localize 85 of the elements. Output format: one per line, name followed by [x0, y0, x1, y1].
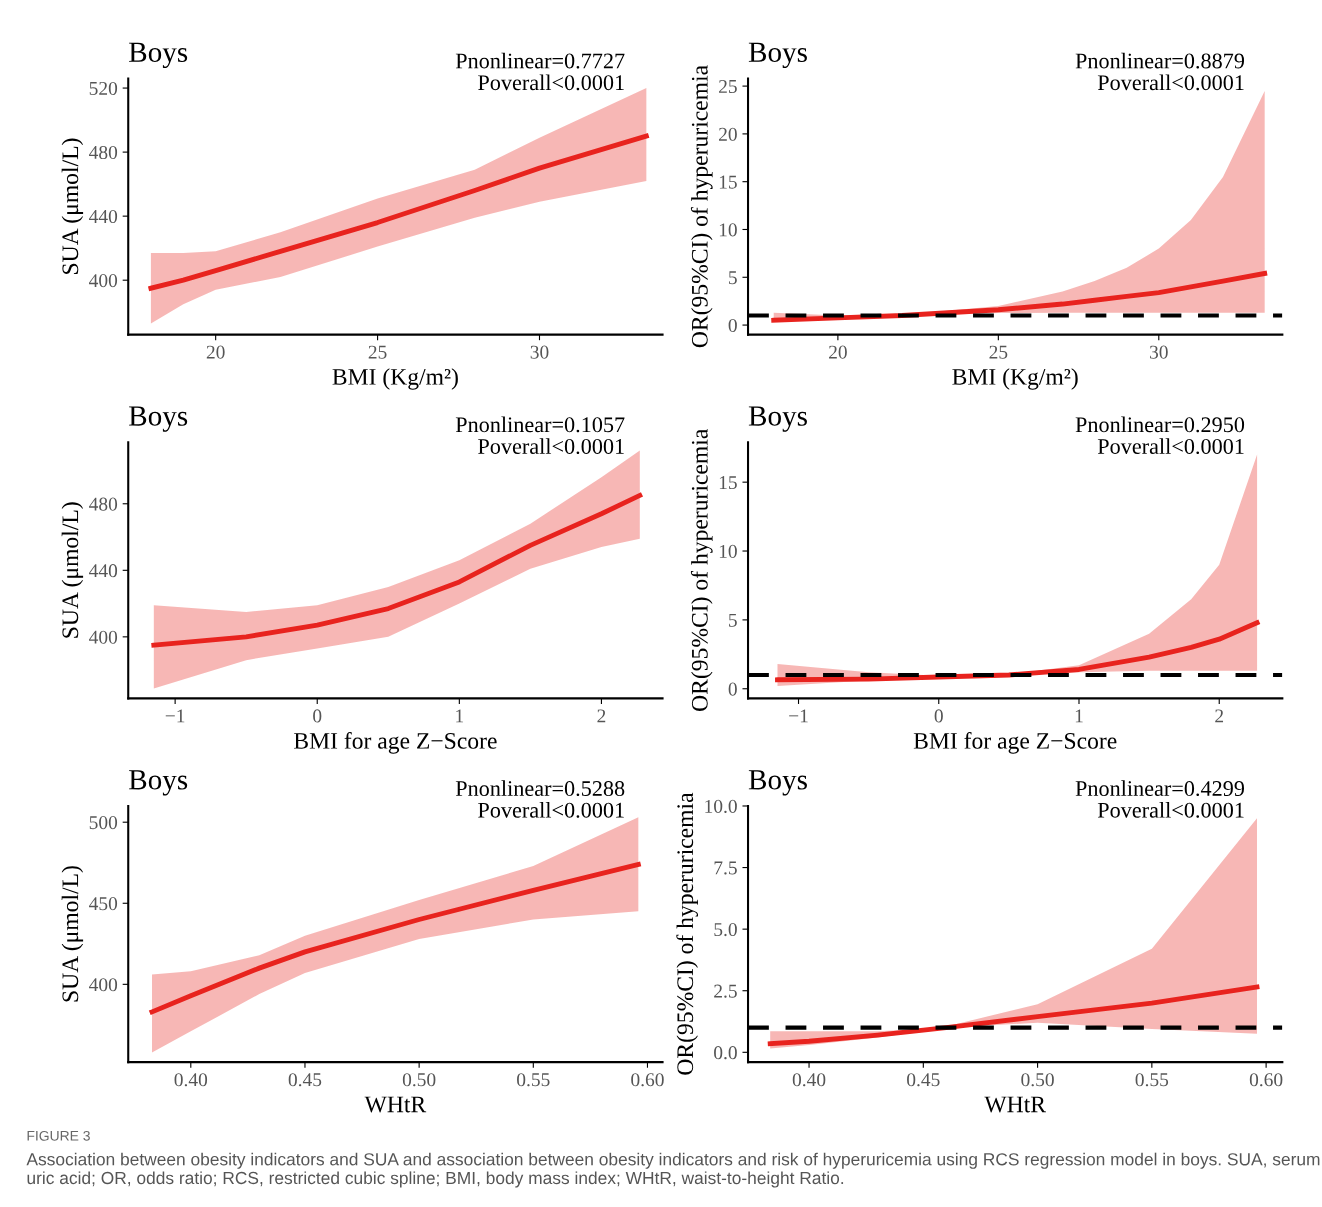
x-tick-label: 20 — [206, 345, 225, 359]
x-axis-title: WHtR — [984, 1096, 1046, 1113]
annotation: Poverall<0.0001 — [1097, 438, 1244, 455]
line-series — [149, 861, 641, 1015]
y-tick-label: 10 — [719, 223, 737, 237]
x-tick-label: 1 — [456, 709, 464, 723]
x-axis-title: BMI (Kg/m²) — [952, 368, 1078, 390]
y-tick-label: 20 — [719, 127, 737, 141]
x-tick-label: 0.40 — [792, 1073, 826, 1087]
chart-title: Boys — [129, 770, 188, 796]
x-axis-title: BMI (Kg/m²) — [332, 368, 458, 390]
y-tick-label: 0 — [728, 318, 737, 333]
x-tick-label: 1 — [1075, 709, 1083, 723]
y-tick-label: 500 — [89, 816, 118, 830]
y-tick-label: 0 — [728, 682, 737, 696]
y-axis-title: OR(95%CI) of hyperuricemia — [690, 65, 713, 348]
text: Pnonlinear=0.4299 — [1075, 780, 1245, 797]
annotation: Poverall<0.0001 — [1097, 802, 1244, 818]
annotation: Poverall<0.0001 — [478, 438, 624, 455]
y-tick-label: 400 — [89, 978, 118, 992]
text: Pnonlinear=0.7727 — [455, 52, 625, 69]
y-tick-label: 2.5 — [714, 984, 737, 998]
x-tick-label: 0.45 — [288, 1073, 322, 1087]
y-tick-label: 5 — [729, 613, 737, 627]
y-tick-label: 450 — [89, 897, 118, 911]
y-axis-title: SUA (μmol/L) — [61, 138, 84, 274]
y-tick-label: 400 — [89, 274, 118, 288]
x-tick-label: 30 — [1150, 345, 1168, 359]
x-tick-label: 0 — [934, 709, 943, 723]
y-tick-label: 480 — [89, 145, 118, 160]
x-tick-label: 0.55 — [517, 1073, 550, 1087]
y-tick-label: 10.0 — [705, 799, 737, 814]
x-tick-label: 2 — [1215, 709, 1224, 723]
y-tick-label: 440 — [89, 564, 118, 578]
x-tick-label: 20 — [829, 345, 847, 359]
y-tick-label: 440 — [89, 209, 118, 224]
x-tick-label: 0.45 — [907, 1073, 940, 1087]
y-tick-label: 10 — [719, 544, 737, 558]
text: Pnonlinear=0.1057 — [455, 416, 625, 433]
y-tick-label: 480 — [89, 497, 118, 511]
y-tick-label: 5 — [729, 271, 737, 285]
y-axis-title: OR(95%CI) of hyperuricemia — [690, 429, 713, 711]
y-tick-label: 15 — [719, 476, 737, 490]
text: Pnonlinear=0.2950 — [1075, 416, 1245, 433]
text: Association between obesity indicators and SUA and association between obesity indicators and risk of hyperuricemia using RCS regression model in boys. SUA, serum uric acid; OR, odds ratio; RCS, restricted cubic spline; BMI, body mass index; WHtR, waist-to-height Ratio. — [26, 1152, 1320, 1188]
x-tick-label: 25 — [989, 345, 1008, 359]
x-tick-label: 0.55 — [1135, 1073, 1169, 1087]
y-tick-label: 7.5 — [714, 861, 737, 875]
chart-title: Boys — [129, 406, 188, 432]
chart-title: Boys — [748, 42, 807, 69]
x-tick-label: 0 — [313, 709, 322, 723]
line-series — [151, 493, 643, 648]
x-tick-label: 2 — [597, 709, 606, 723]
y-tick-label: 15 — [719, 175, 737, 189]
y-axis-title: OR(95%CI) of hyperuricemia — [676, 792, 699, 1075]
y-tick-label: 520 — [89, 81, 118, 95]
y-tick-label: 400 — [89, 630, 118, 644]
y-axis-title: SUA (μmol/L) — [61, 502, 84, 638]
x-tick-label: 0.40 — [174, 1073, 208, 1087]
x-tick-label: 0.60 — [631, 1073, 664, 1087]
x-tick-label: 25 — [368, 345, 387, 359]
y-tick-label: 5.0 — [714, 922, 737, 937]
text: Pnonlinear=0.8879 — [1075, 52, 1245, 69]
annotation: Poverall<0.0001 — [478, 74, 624, 91]
x-tick-label: 0.60 — [1249, 1073, 1283, 1087]
chart-title: Boys — [748, 406, 807, 432]
x-tick-label: 0.50 — [402, 1073, 436, 1087]
chart-title: Boys — [748, 770, 807, 796]
chart-title: Boys — [129, 42, 188, 69]
x-tick-label: 0.50 — [1021, 1073, 1054, 1087]
line-series — [767, 984, 1260, 1047]
text: Pnonlinear=0.5288 — [455, 780, 625, 797]
line-series — [148, 133, 649, 291]
annotation: Poverall<0.0001 — [1097, 74, 1244, 91]
y-tick-label: 25 — [719, 79, 737, 94]
x-tick-label: 30 — [530, 345, 549, 359]
annotation: Poverall<0.0001 — [478, 802, 624, 818]
x-tick-label: −1 — [789, 709, 808, 723]
x-axis-title: WHtR — [364, 1096, 427, 1113]
y-tick-label: 0.0 — [714, 1046, 737, 1060]
caption: FIGURE 3 — [27, 1130, 90, 1141]
x-axis-title: BMI for age Z−Score — [913, 732, 1117, 754]
x-tick-label: −1 — [165, 709, 185, 723]
y-axis-title: SUA (μmol/L) — [61, 866, 84, 1002]
x-axis-title: BMI for age Z−Score — [294, 732, 497, 754]
